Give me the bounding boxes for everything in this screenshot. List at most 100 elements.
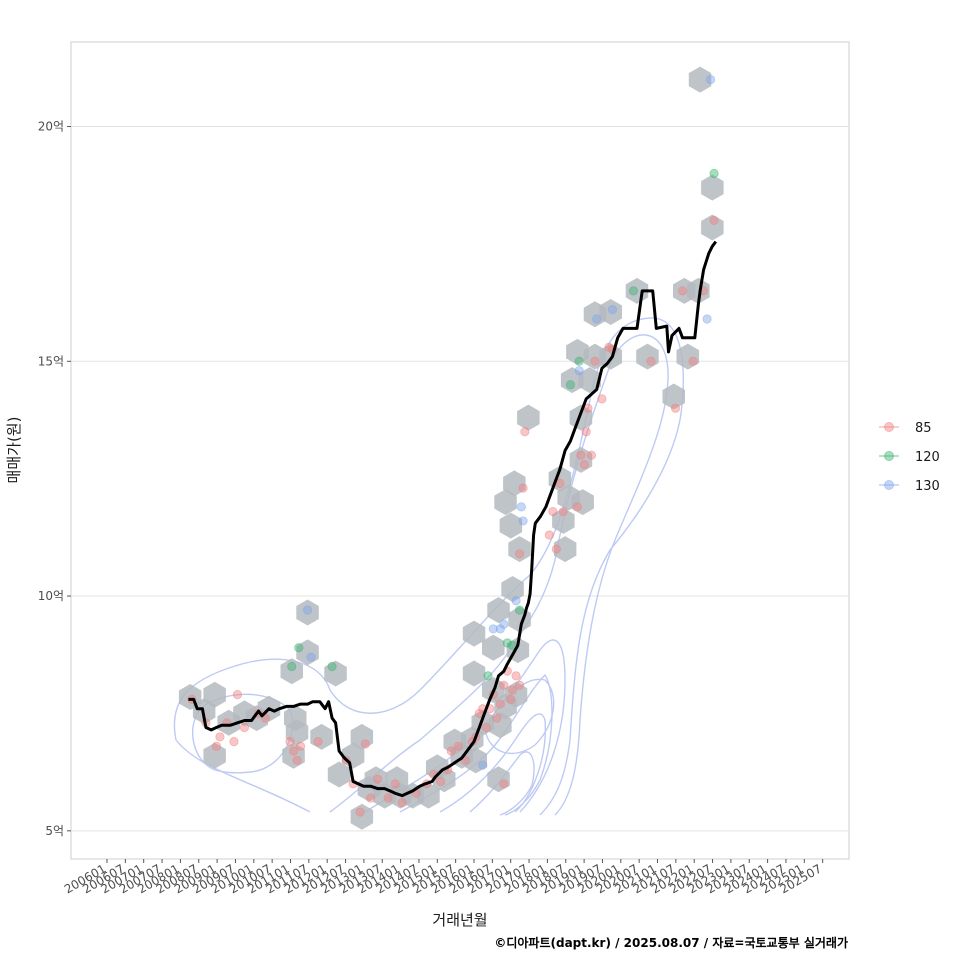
point-85	[551, 544, 561, 554]
gridlines	[71, 126, 849, 832]
point-130	[495, 624, 505, 634]
point-85	[229, 737, 239, 747]
hexbin-cell	[310, 723, 333, 750]
point-85	[355, 807, 365, 817]
contour-outer	[173, 317, 685, 816]
point-130	[516, 502, 526, 512]
point-120	[502, 638, 512, 648]
hexbin-cell	[504, 681, 528, 708]
point-130	[592, 314, 602, 324]
point-130	[511, 596, 521, 606]
hexbin-cell	[324, 660, 347, 687]
hexbin-cell	[636, 343, 659, 370]
point-85	[360, 739, 370, 749]
point-85	[436, 776, 446, 787]
hexbin-cell	[417, 782, 440, 809]
x-axis-title: 거래년월	[432, 911, 487, 929]
point-120	[287, 661, 297, 672]
point-85	[390, 779, 400, 789]
hexbin-cell	[494, 489, 517, 516]
point-85	[514, 680, 525, 690]
hexbin-cell	[503, 470, 526, 497]
hexbin-cell	[553, 536, 577, 563]
hexbin-cell	[688, 66, 712, 93]
hexbin-cell	[327, 761, 351, 788]
point-85	[518, 483, 528, 493]
point-85	[499, 680, 509, 690]
hexbin-cell	[487, 597, 510, 624]
point-130	[702, 314, 712, 324]
point-130	[705, 74, 716, 85]
point-130	[518, 516, 528, 526]
point-85	[688, 356, 698, 366]
hexbin-cell	[296, 599, 319, 626]
point-85	[285, 737, 295, 747]
y-tick-label: 15억	[38, 354, 64, 368]
point-85	[215, 732, 225, 742]
hexbin-cell	[285, 719, 309, 746]
hexbin-cell	[662, 383, 685, 410]
legend-label-130: 130	[915, 479, 940, 494]
point-85	[481, 722, 491, 733]
hexbin-cell	[517, 404, 540, 431]
legend-marker-85	[884, 422, 894, 432]
hexbin-cell	[566, 338, 589, 365]
hexbin-layer	[178, 66, 724, 830]
point-85	[709, 215, 719, 226]
legend-marker-130	[884, 480, 894, 490]
hexbin-cell	[501, 576, 524, 602]
point-85	[576, 450, 586, 460]
point-130	[574, 366, 584, 376]
contour-5	[399, 673, 553, 816]
point-120	[574, 356, 584, 366]
point-130	[488, 624, 498, 634]
hexbin-cell	[462, 620, 486, 647]
point-85	[366, 793, 376, 803]
y-axis-title: 매매가(원)	[5, 417, 23, 484]
point-85	[586, 450, 597, 460]
point-120	[628, 286, 639, 296]
hexbin-cell	[280, 658, 303, 685]
x-axis: 2006012006072007012007072008012008072009…	[62, 859, 824, 897]
point-85	[383, 793, 393, 803]
point-85	[495, 699, 505, 709]
point-85	[670, 403, 681, 413]
point-130	[499, 619, 509, 629]
hexbin-cell	[569, 446, 593, 473]
legend: 85 120 130	[879, 421, 940, 494]
hexbin-cell	[552, 507, 575, 534]
point-130	[302, 605, 313, 615]
hexbin-cell	[203, 742, 226, 769]
point-120	[327, 661, 337, 672]
point-85	[507, 685, 518, 695]
point-85	[239, 722, 250, 733]
point-85	[677, 286, 688, 296]
point-130	[607, 305, 618, 315]
point-85	[520, 427, 530, 437]
point-85	[544, 530, 554, 540]
hexbin-cell	[203, 681, 226, 708]
point-85	[572, 502, 583, 512]
hexbin-cell	[508, 536, 531, 563]
point-120	[514, 605, 525, 615]
point-85	[373, 774, 383, 784]
point-85	[453, 741, 463, 751]
legend-label-85: 85	[915, 421, 932, 436]
point-85	[581, 427, 591, 437]
point-85	[397, 798, 407, 808]
point-85	[292, 755, 302, 765]
point-85	[558, 506, 568, 517]
point-85	[597, 394, 607, 404]
hexbin-cell	[676, 343, 700, 370]
source-caption: ©디아파트(dapt.kr) / 2025.08.07 / 자료=국토교통부 실…	[494, 936, 848, 950]
point-85	[590, 356, 600, 366]
y-tick-label: 10억	[38, 589, 64, 603]
hexbin-cell	[487, 766, 510, 793]
hexbin-cell	[499, 512, 523, 539]
legend-marker-120	[884, 451, 894, 461]
y-tick-label: 5억	[45, 824, 64, 838]
point-85	[506, 694, 516, 704]
point-120	[709, 168, 719, 179]
hexbin-cell	[701, 174, 724, 201]
hexbin-cell	[296, 639, 319, 666]
